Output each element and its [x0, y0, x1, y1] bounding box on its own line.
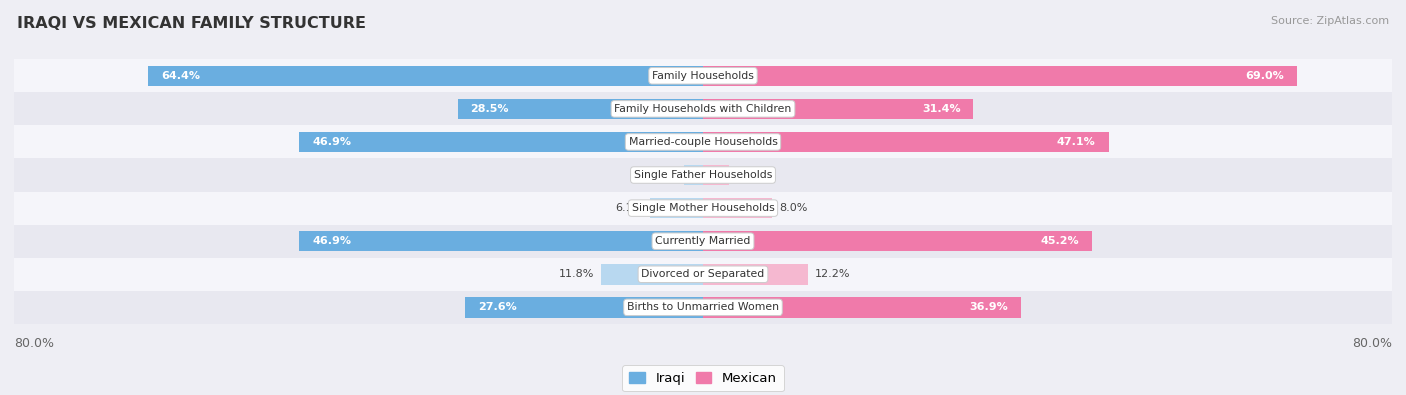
Text: Family Households: Family Households: [652, 71, 754, 81]
Bar: [14, 92, 1392, 126]
Text: Divorced or Separated: Divorced or Separated: [641, 269, 765, 279]
Bar: [14, 291, 1392, 324]
Legend: Iraqi, Mexican: Iraqi, Mexican: [623, 365, 783, 391]
Text: 8.0%: 8.0%: [779, 203, 807, 213]
Text: 28.5%: 28.5%: [471, 104, 509, 114]
Bar: [602, 264, 703, 284]
Text: 31.4%: 31.4%: [922, 104, 960, 114]
Bar: [703, 66, 1298, 86]
Bar: [14, 192, 1392, 225]
Text: Family Households with Children: Family Households with Children: [614, 104, 792, 114]
Text: 69.0%: 69.0%: [1246, 71, 1284, 81]
Bar: [703, 132, 1108, 152]
Bar: [703, 165, 728, 185]
Bar: [685, 165, 703, 185]
Bar: [651, 198, 703, 218]
Bar: [703, 264, 808, 284]
Bar: [149, 66, 703, 86]
Text: IRAQI VS MEXICAN FAMILY STRUCTURE: IRAQI VS MEXICAN FAMILY STRUCTURE: [17, 16, 366, 31]
Text: Single Father Households: Single Father Households: [634, 170, 772, 180]
Text: 12.2%: 12.2%: [815, 269, 851, 279]
Bar: [457, 99, 703, 119]
Bar: [14, 59, 1392, 92]
Bar: [703, 99, 973, 119]
Bar: [703, 198, 772, 218]
Text: Currently Married: Currently Married: [655, 236, 751, 246]
Text: 3.0%: 3.0%: [735, 170, 763, 180]
Text: 46.9%: 46.9%: [312, 236, 352, 246]
Bar: [299, 231, 703, 252]
Text: 46.9%: 46.9%: [312, 137, 352, 147]
Bar: [14, 258, 1392, 291]
Text: Married-couple Households: Married-couple Households: [628, 137, 778, 147]
Text: Source: ZipAtlas.com: Source: ZipAtlas.com: [1271, 16, 1389, 26]
Bar: [14, 125, 1392, 158]
Text: 2.2%: 2.2%: [648, 170, 678, 180]
Bar: [299, 132, 703, 152]
Text: 6.1%: 6.1%: [616, 203, 644, 213]
Bar: [14, 225, 1392, 258]
Text: 80.0%: 80.0%: [1353, 337, 1392, 350]
Bar: [465, 297, 703, 318]
Text: 27.6%: 27.6%: [478, 302, 517, 312]
Text: 64.4%: 64.4%: [162, 71, 200, 81]
Text: 45.2%: 45.2%: [1040, 236, 1080, 246]
Bar: [14, 158, 1392, 192]
Text: 11.8%: 11.8%: [560, 269, 595, 279]
Text: 47.1%: 47.1%: [1057, 137, 1095, 147]
Bar: [703, 231, 1092, 252]
Bar: [703, 297, 1021, 318]
Text: 80.0%: 80.0%: [14, 337, 53, 350]
Text: Births to Unmarried Women: Births to Unmarried Women: [627, 302, 779, 312]
Text: Single Mother Households: Single Mother Households: [631, 203, 775, 213]
Text: 36.9%: 36.9%: [969, 302, 1008, 312]
